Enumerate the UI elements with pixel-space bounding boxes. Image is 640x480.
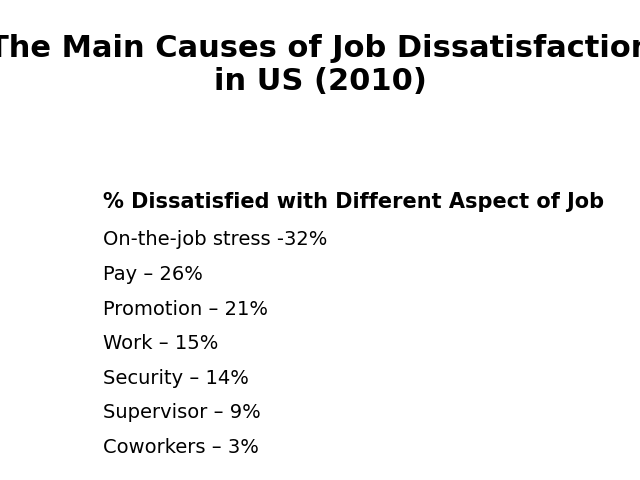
Text: The Main Causes of Job Dissatisfaction
in US (2010): The Main Causes of Job Dissatisfaction i… — [0, 34, 640, 96]
Text: Security – 14%: Security – 14% — [103, 369, 249, 388]
Text: Supervisor – 9%: Supervisor – 9% — [103, 403, 261, 422]
Text: On-the-job stress -32%: On-the-job stress -32% — [103, 230, 328, 250]
Text: Coworkers – 3%: Coworkers – 3% — [103, 438, 259, 457]
Text: Promotion – 21%: Promotion – 21% — [103, 300, 268, 319]
Text: Work – 15%: Work – 15% — [103, 334, 218, 353]
Text: % Dissatisfied with Different Aspect of Job: % Dissatisfied with Different Aspect of … — [103, 192, 604, 212]
Text: Pay – 26%: Pay – 26% — [103, 265, 203, 284]
